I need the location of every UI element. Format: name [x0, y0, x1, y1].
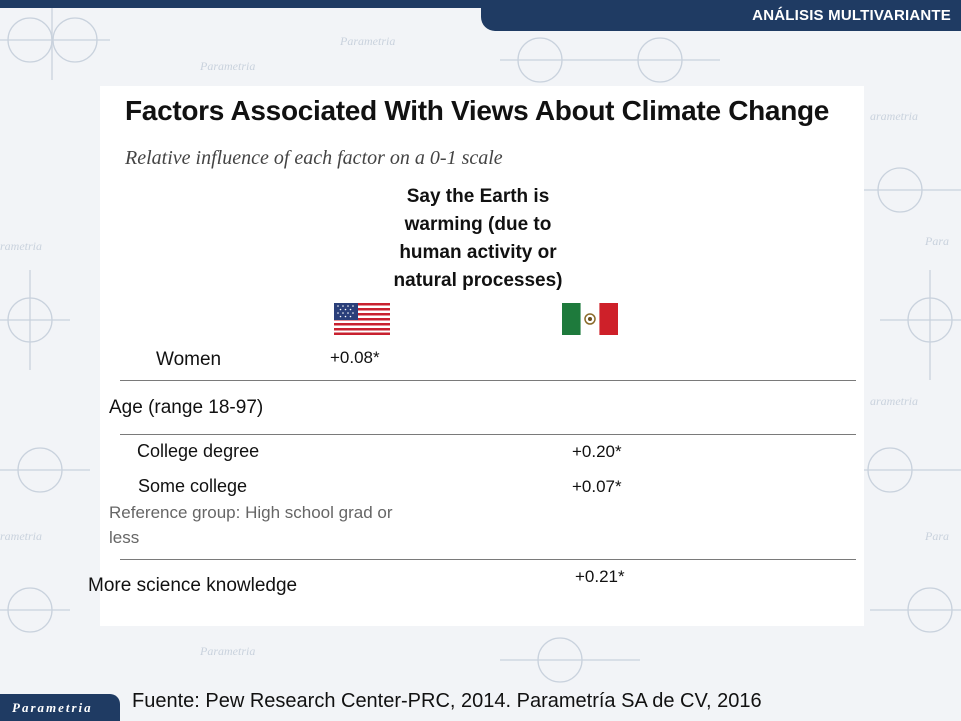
column-header-line: warming (due to: [404, 214, 552, 235]
column-header-line: natural processes): [393, 270, 563, 291]
header-tab: ANÁLISIS MULTIVARIANTE: [481, 0, 961, 31]
svg-text:Parametria: Parametria: [199, 59, 255, 73]
value-science-knowledge-mx: +0.21*: [575, 567, 625, 586]
reference-group-line: Reference group: High school grad or: [109, 503, 393, 522]
svg-text:arametria: arametria: [870, 394, 918, 408]
svg-text:arametria: arametria: [870, 109, 918, 123]
svg-text:Parametria: Parametria: [199, 644, 255, 658]
slide-subtitle: Relative influence of each factor on a 0…: [125, 147, 503, 169]
svg-text:Para: Para: [924, 234, 949, 248]
us-flag-icon: [334, 303, 390, 335]
source-note: Fuente: Pew Research Center-PRC, 2014. P…: [132, 690, 762, 712]
value-college-degree-mx: +0.20*: [572, 442, 622, 461]
reference-group-note: Reference group: High school grad or les…: [109, 500, 393, 550]
mexico-flag-icon: [562, 303, 618, 335]
parametria-logo: Parametria: [0, 694, 120, 721]
column-header: Say the Earth is warming (due to human a…: [382, 183, 574, 295]
column-header-line: human activity or: [399, 242, 557, 263]
svg-text:Para: Para: [924, 529, 949, 543]
chart-card: [100, 86, 864, 626]
row-label-some-college: Some college: [138, 476, 248, 496]
svg-text:rametria: rametria: [0, 529, 42, 543]
row-label-women: Women: [156, 349, 222, 370]
row-label-age: Age (range 18-97): [109, 397, 264, 418]
svg-text:Parametria: Parametria: [339, 34, 395, 48]
logo-text: Parametria: [12, 700, 93, 715]
svg-text:rametria: rametria: [0, 239, 42, 253]
divider: [120, 434, 856, 435]
divider: [120, 380, 856, 381]
section-label: ANÁLISIS MULTIVARIANTE: [752, 7, 951, 24]
slide-title: Factors Associated With Views About Clim…: [125, 95, 830, 126]
reference-group-line: less: [109, 528, 140, 547]
row-label-science-knowledge: More science knowledge: [88, 575, 298, 596]
value-women-us: +0.08*: [330, 348, 380, 367]
row-label-college-degree: College degree: [137, 441, 260, 461]
divider: [120, 559, 856, 560]
value-some-college-mx: +0.07*: [572, 477, 622, 496]
column-header-line: Say the Earth is: [406, 186, 550, 207]
top-bar: [0, 0, 961, 8]
